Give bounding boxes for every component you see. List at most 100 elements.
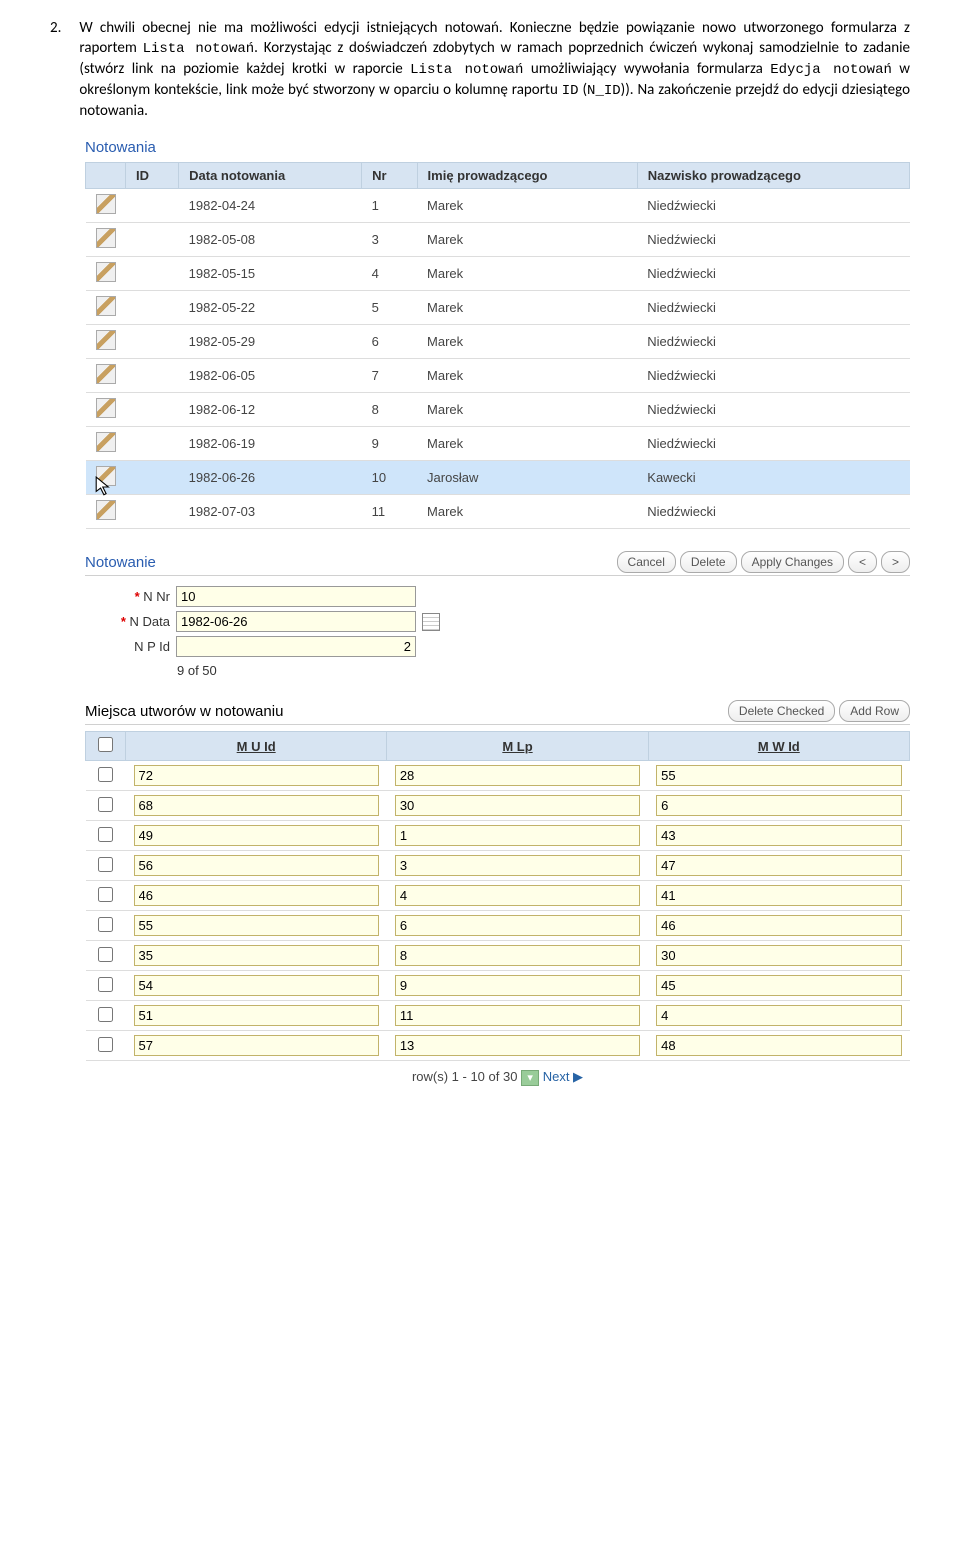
tabform-col-1[interactable]: M Lp	[502, 739, 532, 754]
ndata-label: N Data	[85, 614, 170, 629]
edit-icon[interactable]	[96, 262, 116, 282]
tabform-cell-input[interactable]	[134, 855, 379, 876]
row-checkbox[interactable]	[98, 767, 113, 782]
tabform-cell-input[interactable]	[656, 1005, 901, 1026]
table-row[interactable]: 1982-05-154MarekNiedźwiecki	[86, 257, 910, 291]
tabform-row	[86, 821, 910, 851]
table-row[interactable]: 1982-07-0311MarekNiedźwiecki	[86, 495, 910, 529]
apply-changes-button[interactable]: Apply Changes	[741, 551, 844, 573]
table-row[interactable]: 1982-06-128MarekNiedźwiecki	[86, 393, 910, 427]
tabform-cell-input[interactable]	[656, 1035, 901, 1056]
report-table: IDData notowaniaNrImię prowadzącegoNazwi…	[85, 162, 910, 529]
tabform-pagination: row(s) 1 - 10 of 30 ▾ Next ▶	[85, 1069, 910, 1086]
tabform-cell-input[interactable]	[656, 885, 901, 906]
pagination-dropdown-icon[interactable]: ▾	[521, 1070, 539, 1086]
nnr-label: N Nr	[85, 589, 170, 604]
edit-icon[interactable]	[96, 364, 116, 384]
next-button[interactable]: >	[881, 551, 910, 573]
next-page-link[interactable]: Next ▶	[543, 1069, 583, 1084]
tabular-form: M U Id M Lp M W Id	[85, 731, 910, 1061]
edit-icon[interactable]	[96, 296, 116, 316]
cancel-button[interactable]: Cancel	[617, 551, 676, 573]
tabform-cell-input[interactable]	[395, 885, 640, 906]
edit-icon[interactable]	[96, 432, 116, 452]
row-checkbox[interactable]	[98, 887, 113, 902]
tabform-cell-input[interactable]	[656, 945, 901, 966]
row-checkbox[interactable]	[98, 857, 113, 872]
report-title: Notowania	[85, 139, 910, 156]
edit-icon[interactable]	[96, 398, 116, 418]
tabform-row	[86, 761, 910, 791]
table-row[interactable]: 1982-06-199MarekNiedźwiecki	[86, 427, 910, 461]
tabform-cell-input[interactable]	[134, 915, 379, 936]
tabform-cell-input[interactable]	[395, 1005, 640, 1026]
tabform-cell-input[interactable]	[134, 795, 379, 816]
tabform-row	[86, 881, 910, 911]
form-buttons: Cancel Delete Apply Changes < >	[617, 551, 910, 573]
row-checkbox[interactable]	[98, 797, 113, 812]
row-checkbox[interactable]	[98, 917, 113, 932]
add-row-button[interactable]: Add Row	[839, 700, 910, 722]
edit-form: N Nr N Data N P Id 9 of 50	[85, 586, 910, 678]
tabform-row	[86, 851, 910, 881]
tabform-col-0[interactable]: M U Id	[237, 739, 276, 754]
tabform-cell-input[interactable]	[656, 855, 901, 876]
tabform-cell-input[interactable]	[134, 825, 379, 846]
row-checkbox[interactable]	[98, 977, 113, 992]
delete-checked-button[interactable]: Delete Checked	[728, 700, 835, 722]
tabform-cell-input[interactable]	[395, 765, 640, 786]
tabform-cell-input[interactable]	[134, 765, 379, 786]
tabform-cell-input[interactable]	[395, 915, 640, 936]
tabform-cell-input[interactable]	[395, 1035, 640, 1056]
table-row[interactable]: 1982-05-225MarekNiedźwiecki	[86, 291, 910, 325]
tabform-row	[86, 971, 910, 1001]
tabform-cell-input[interactable]	[656, 795, 901, 816]
row-checkbox[interactable]	[98, 827, 113, 842]
tabform-cell-input[interactable]	[395, 855, 640, 876]
tabform-title: Miejsca utworów w notowaniu	[85, 703, 283, 720]
select-all-checkbox[interactable]	[98, 737, 113, 752]
tabform-cell-input[interactable]	[656, 825, 901, 846]
tabform-cell-input[interactable]	[134, 885, 379, 906]
ndata-input[interactable]	[176, 611, 416, 632]
edit-icon[interactable]	[96, 330, 116, 350]
report-col-5: Nazwisko prowadzącego	[637, 163, 909, 189]
tabform-cell-input[interactable]	[395, 795, 640, 816]
edit-icon[interactable]	[96, 194, 116, 214]
row-checkbox[interactable]	[98, 1037, 113, 1052]
tabform-cell-input[interactable]	[656, 915, 901, 936]
edit-icon[interactable]	[96, 228, 116, 248]
edit-icon[interactable]	[96, 466, 116, 486]
npid-input[interactable]	[176, 636, 416, 657]
edit-icon[interactable]	[96, 500, 116, 520]
table-row[interactable]: 1982-06-057MarekNiedźwiecki	[86, 359, 910, 393]
tabform-cell-input[interactable]	[134, 945, 379, 966]
report-col-1: ID	[126, 163, 179, 189]
row-checkbox[interactable]	[98, 1007, 113, 1022]
table-row[interactable]: 1982-05-083MarekNiedźwiecki	[86, 223, 910, 257]
tabform-cell-input[interactable]	[134, 1035, 379, 1056]
tabform-row	[86, 941, 910, 971]
report-col-3: Nr	[362, 163, 417, 189]
tabform-row	[86, 1031, 910, 1061]
tabform-col-2[interactable]: M W Id	[758, 739, 800, 754]
form-pager: 9 of 50	[177, 663, 910, 678]
table-row[interactable]: 1982-06-2610JarosławKawecki	[86, 461, 910, 495]
prev-button[interactable]: <	[848, 551, 877, 573]
tabform-cell-input[interactable]	[395, 945, 640, 966]
instruction-body: W chwili obecnej nie ma możliwości edycj…	[79, 18, 910, 121]
nnr-input[interactable]	[176, 586, 416, 607]
tabform-cell-input[interactable]	[656, 975, 901, 996]
tabform-row	[86, 1001, 910, 1031]
tabform-cell-input[interactable]	[395, 825, 640, 846]
calendar-icon[interactable]	[422, 613, 440, 631]
tabform-cell-input[interactable]	[134, 1005, 379, 1026]
form-title: Notowanie	[85, 554, 156, 571]
tabform-cell-input[interactable]	[656, 765, 901, 786]
table-row[interactable]: 1982-04-241MarekNiedźwiecki	[86, 189, 910, 223]
table-row[interactable]: 1982-05-296MarekNiedźwiecki	[86, 325, 910, 359]
delete-button[interactable]: Delete	[680, 551, 737, 573]
row-checkbox[interactable]	[98, 947, 113, 962]
tabform-cell-input[interactable]	[134, 975, 379, 996]
tabform-cell-input[interactable]	[395, 975, 640, 996]
